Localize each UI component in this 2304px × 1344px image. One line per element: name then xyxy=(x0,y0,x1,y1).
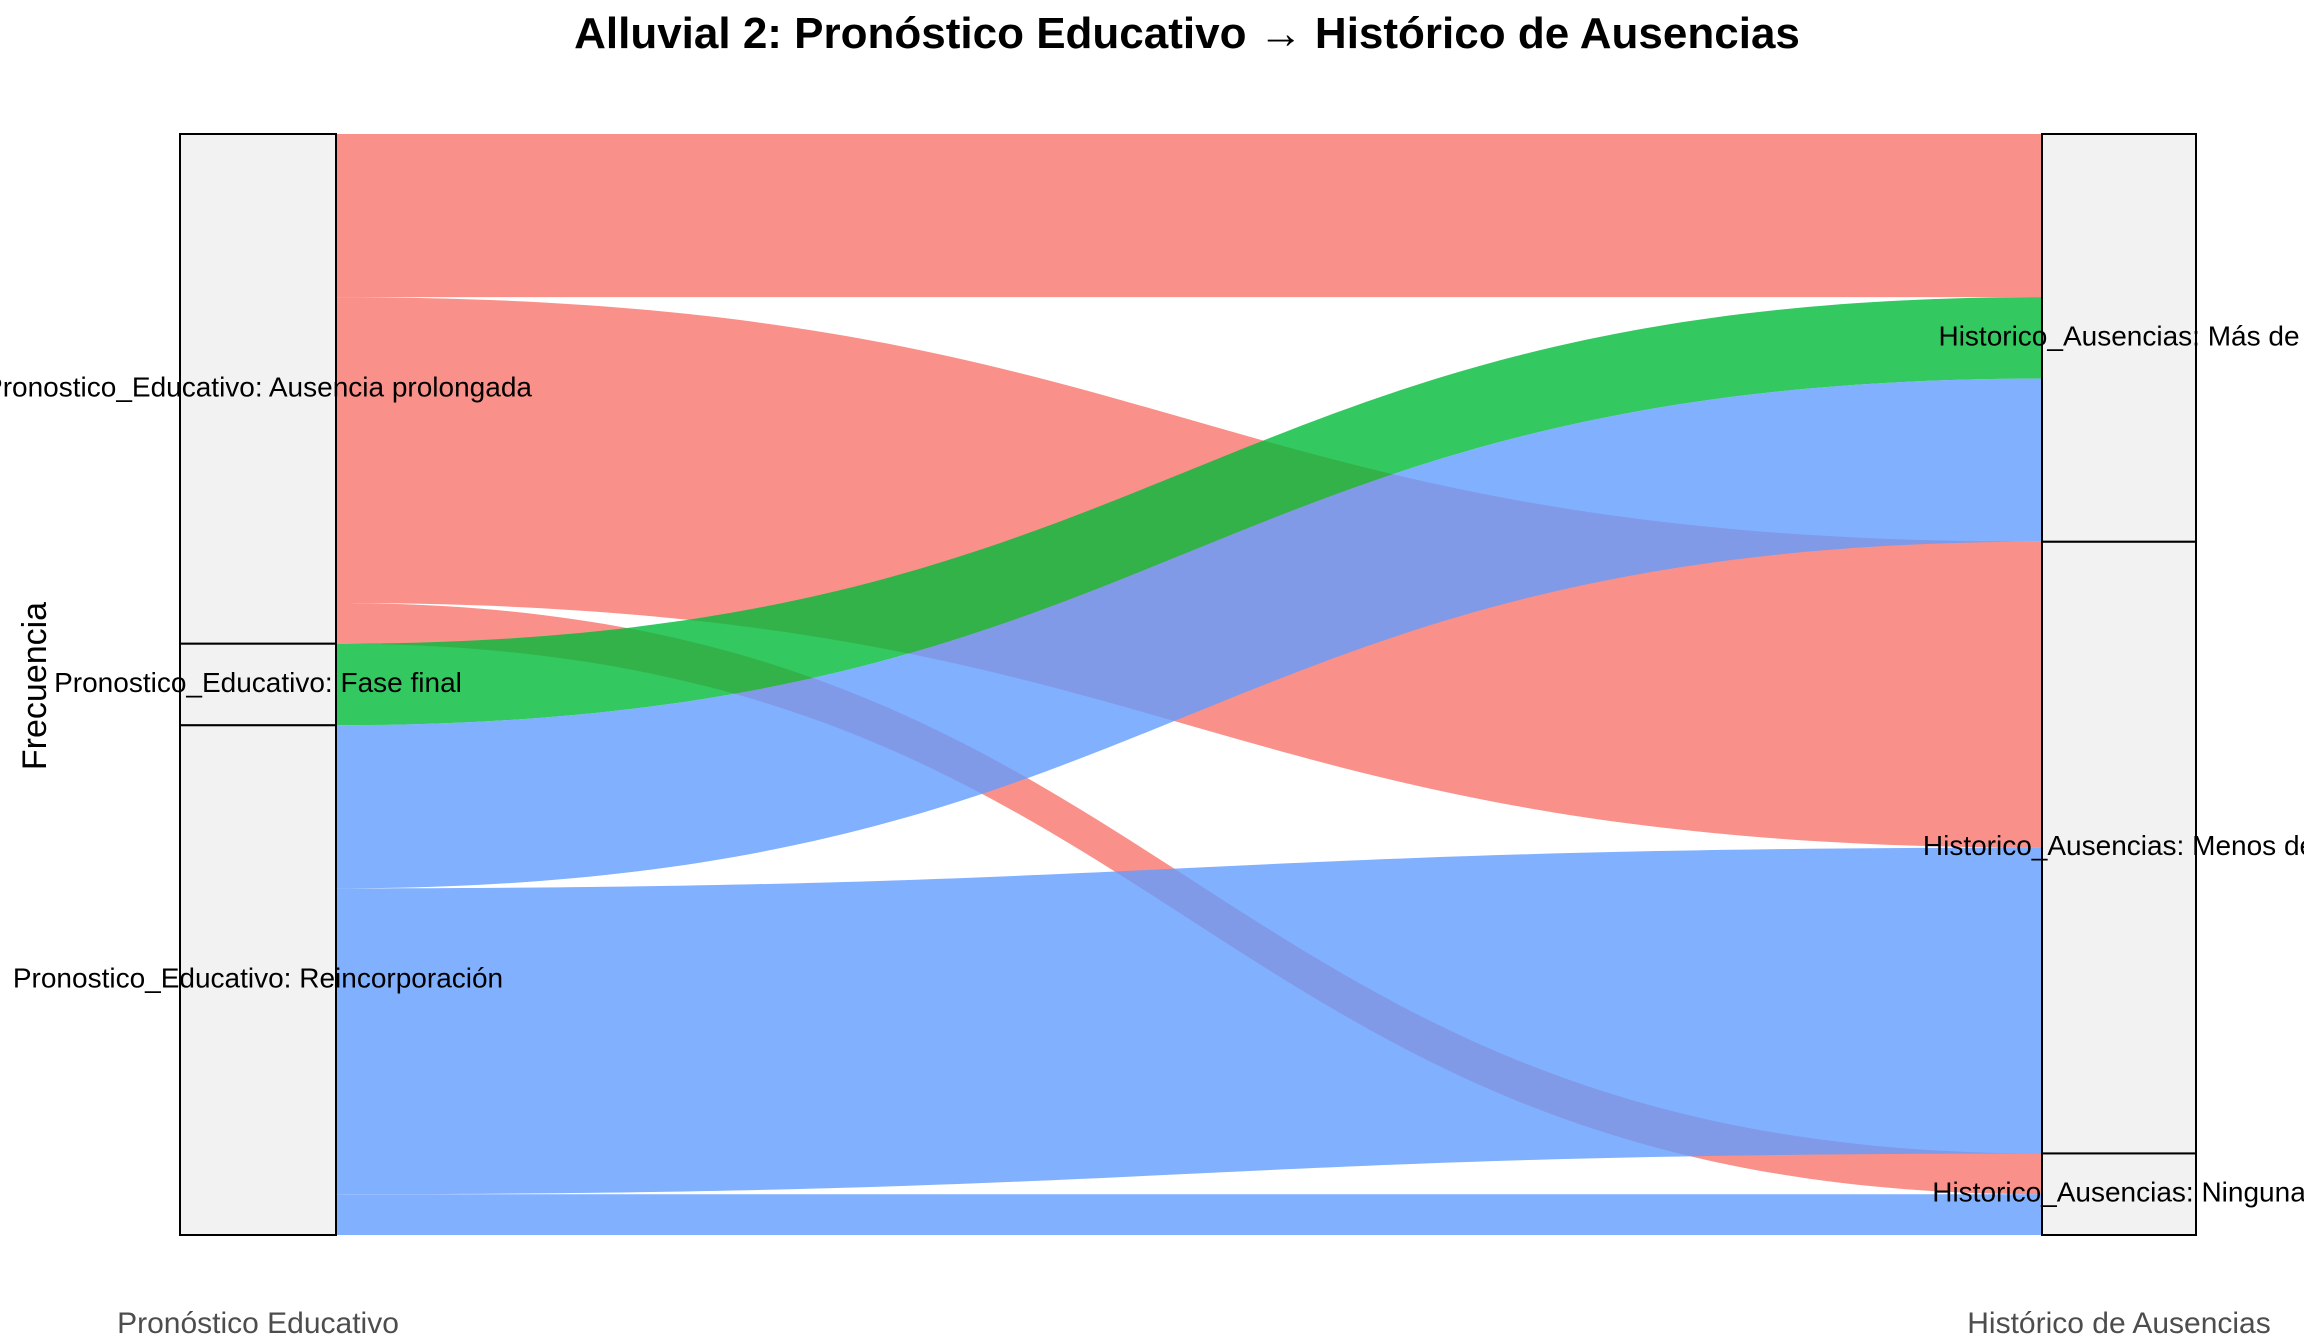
chart-title: Alluvial 2: Pronóstico Educativo → Histó… xyxy=(574,9,1800,58)
stratum-label-right-ninguna: Historico_Ausencias: Ninguna xyxy=(1932,1177,2304,1208)
flow-reincorporacion-to-ninguna xyxy=(336,1194,2042,1235)
stratum-label-left-reincorporacion: Pronostico_Educativo: Reincorporación xyxy=(13,963,503,994)
stratum-label-left-ausencia: Pronostico_Educativo: Ausencia prolongad… xyxy=(0,371,532,402)
stratum-label-right-mas: Historico_Ausencias: Más de xyxy=(1938,320,2299,351)
stratum-label-left-fase_final: Pronostico_Educativo: Fase final xyxy=(54,667,462,698)
stratum-labels-layer: Pronostico_Educativo: Ausencia prolongad… xyxy=(0,320,2304,1207)
strata-layer xyxy=(179,133,2197,1237)
flow-fase_final-to-mas xyxy=(336,297,2042,726)
y-axis-label: Frecuencia xyxy=(16,602,54,770)
flow-ausencia-to-mas xyxy=(336,134,2042,298)
stratum-right-menos xyxy=(2041,540,2197,1155)
x-axis-label-pronostico: Pronóstico Educativo xyxy=(117,1307,399,1340)
flows-layer xyxy=(336,134,2042,1235)
stratum-right-mas xyxy=(2041,133,2197,543)
stratum-label-right-menos: Historico_Ausencias: Menos de xyxy=(1923,830,2304,861)
stratum-left-reincorporacion xyxy=(179,724,337,1236)
stratum-right-ninguna xyxy=(2041,1152,2197,1237)
stratum-left-ausencia xyxy=(179,133,337,645)
stratum-left-fase_final xyxy=(179,642,337,727)
x-axis-label-historico: Histórico de Ausencias xyxy=(1967,1307,2271,1340)
flow-reincorporacion-to-mas xyxy=(336,378,2042,889)
flow-reincorporacion-to-menos xyxy=(336,847,2042,1195)
